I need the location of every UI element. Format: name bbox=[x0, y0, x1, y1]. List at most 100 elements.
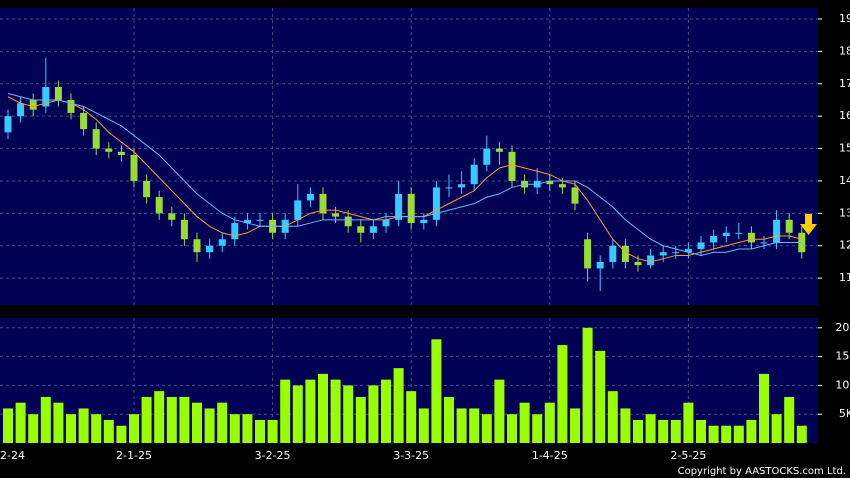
volume-bar bbox=[166, 396, 177, 443]
volume-bar bbox=[292, 385, 303, 443]
volume-bar bbox=[696, 419, 706, 443]
volume-bar bbox=[103, 419, 114, 443]
volume-bar bbox=[217, 402, 228, 443]
y-tick-label: 11 bbox=[839, 271, 850, 284]
volume-bar bbox=[305, 379, 316, 443]
candle-body bbox=[54, 87, 62, 100]
candle-body bbox=[710, 236, 718, 243]
candle-body bbox=[697, 242, 705, 249]
x-tick-label: 2-1-25 bbox=[116, 449, 152, 462]
candle-body bbox=[609, 245, 617, 262]
volume-bar bbox=[129, 414, 139, 443]
candle-body bbox=[357, 226, 365, 233]
volume-bar bbox=[204, 408, 215, 443]
x-tick-label: 1-4-25 bbox=[532, 449, 568, 462]
candle-body bbox=[105, 148, 113, 152]
volume-bar bbox=[544, 402, 555, 443]
volume-bar bbox=[633, 419, 643, 443]
volume-bar bbox=[179, 396, 190, 443]
candle-body bbox=[659, 252, 667, 256]
volume-bar bbox=[658, 419, 669, 443]
volume-bar bbox=[444, 396, 454, 443]
candle-body bbox=[306, 193, 314, 201]
volume-bar bbox=[721, 425, 732, 443]
candle-body bbox=[29, 99, 37, 110]
candle-body bbox=[407, 193, 415, 224]
volume-bar bbox=[318, 373, 328, 443]
volume-bar bbox=[141, 396, 152, 443]
volume-bar bbox=[759, 373, 769, 443]
candle-body bbox=[672, 252, 680, 254]
candle-body bbox=[445, 187, 453, 189]
volume-bar bbox=[406, 391, 417, 443]
candle-body bbox=[4, 116, 12, 133]
volume-bar bbox=[3, 408, 13, 443]
volume-bar bbox=[620, 408, 631, 443]
y-tick-label: 20K bbox=[835, 321, 850, 334]
y-tick-label: 16 bbox=[839, 109, 850, 122]
y-tick-label: 18 bbox=[839, 44, 850, 57]
volume-bar bbox=[771, 414, 782, 443]
candle-body bbox=[735, 232, 743, 234]
candle-body bbox=[571, 187, 579, 204]
candle-body bbox=[596, 261, 604, 269]
y-tick-label: 5K bbox=[839, 407, 850, 420]
volume-bar bbox=[255, 419, 265, 443]
volume-bar bbox=[456, 408, 467, 443]
candle-body bbox=[584, 239, 592, 269]
copyright: Copyright by AASTOCKS.com Ltd. bbox=[678, 466, 846, 477]
y-tick-label: 15 bbox=[839, 142, 850, 155]
volume-bar bbox=[40, 396, 51, 443]
arrow-marker bbox=[800, 214, 817, 235]
candle-body bbox=[193, 239, 201, 253]
volume-bar bbox=[393, 368, 404, 443]
volume-bar bbox=[481, 414, 492, 443]
candle-body bbox=[483, 148, 491, 165]
candle-body bbox=[747, 232, 755, 243]
x-tick-label: 3-3-25 bbox=[393, 449, 429, 462]
candle-body bbox=[117, 151, 125, 156]
candle-body bbox=[319, 193, 327, 214]
volume-bar bbox=[66, 414, 76, 443]
volume-bar bbox=[154, 391, 165, 443]
volume-bar bbox=[607, 391, 618, 443]
volume-bar bbox=[733, 425, 744, 443]
candle-body bbox=[42, 87, 50, 107]
x-tick-label: 2-24 bbox=[0, 449, 25, 462]
candle-body bbox=[420, 219, 428, 224]
volume-bar bbox=[78, 408, 89, 443]
candle-body bbox=[143, 180, 151, 198]
volume-bar bbox=[683, 402, 694, 443]
candle-body bbox=[773, 219, 781, 243]
volume-bar bbox=[784, 396, 795, 443]
volume-bar bbox=[582, 327, 593, 443]
candle-body bbox=[17, 103, 25, 117]
candle-body bbox=[508, 151, 516, 181]
candle-body bbox=[558, 184, 566, 188]
volume-bar bbox=[431, 339, 442, 443]
candle-body bbox=[382, 219, 390, 227]
volume-bar bbox=[796, 425, 807, 443]
price-panel bbox=[0, 8, 818, 305]
candle-body bbox=[722, 232, 730, 237]
candle-body bbox=[218, 239, 226, 246]
candle-body bbox=[243, 219, 251, 224]
volume-bar bbox=[355, 396, 366, 443]
volume-bar bbox=[53, 402, 64, 443]
volume-bar bbox=[469, 408, 480, 443]
x-tick-label: 3-2-25 bbox=[255, 449, 291, 462]
candle-body bbox=[647, 255, 655, 266]
moving-average bbox=[7, 93, 802, 256]
volume-bar bbox=[242, 414, 253, 443]
volume-bar bbox=[595, 350, 606, 443]
candle-body bbox=[634, 261, 642, 266]
candle-body bbox=[344, 216, 352, 227]
volume-bar bbox=[532, 414, 543, 443]
candle-body bbox=[470, 164, 478, 185]
candle-body bbox=[92, 129, 100, 149]
candle-body bbox=[332, 213, 340, 217]
y-tick-label: 17 bbox=[839, 77, 850, 90]
volume-bar bbox=[368, 385, 379, 443]
